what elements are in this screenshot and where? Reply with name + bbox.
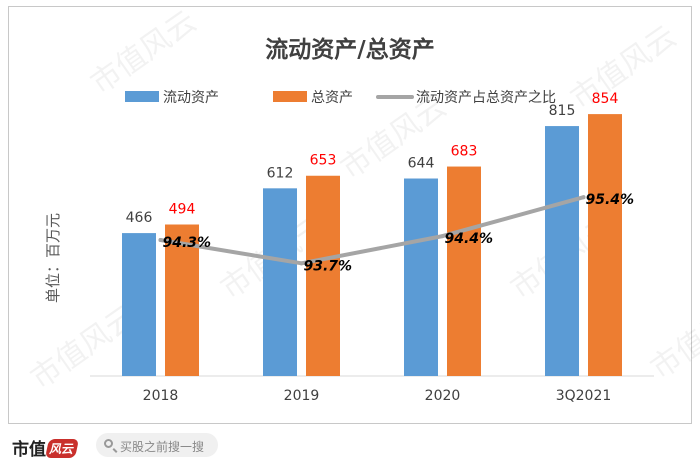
bar-total-assets — [306, 175, 340, 376]
bar-current-assets — [545, 126, 579, 376]
legend-swatch-current-assets — [125, 91, 159, 102]
bar-total-assets — [588, 114, 622, 377]
legend-label-ratio: 流动资产占总资产之比 — [416, 90, 556, 106]
x-tick-label: 2019 — [284, 388, 320, 404]
data-label-total-assets: 683 — [451, 144, 478, 160]
ratio-line — [158, 195, 586, 266]
x-tick-label: 3Q2021 — [556, 388, 612, 404]
watermark-text: 市值风云 — [645, 289, 700, 386]
y-axis-label: 单位：百万元 — [44, 213, 62, 303]
data-label-current-assets: 644 — [408, 156, 435, 172]
data-label-total-assets: 854 — [592, 91, 619, 107]
ratio-point — [581, 195, 586, 200]
chart-title: 流动资产/总资产 — [265, 36, 434, 63]
watermark-text: 市值风云 — [85, 4, 203, 101]
bar-current-assets — [263, 188, 297, 376]
brand-logo-seal: 风云 — [44, 439, 80, 458]
brand-logo: 市值 风云 — [12, 435, 80, 460]
search-placeholder: 买股之前搜一搜 — [120, 440, 205, 454]
legend: 流动资产 总资产 流动资产占总资产之比 — [125, 90, 556, 106]
legend-swatch-total-assets — [273, 91, 307, 102]
chart: 市值风云市值风云市值风云市值风云市值风云市值风云市值风云 流动资产/总资产 流动… — [25, 4, 700, 404]
ratio-point — [299, 261, 304, 266]
data-label-total-assets: 653 — [310, 153, 337, 169]
data-label-current-assets: 815 — [549, 103, 576, 119]
footer-bar: 市值 风云 买股之前搜一搜 — [0, 424, 700, 467]
bar-total-assets — [165, 224, 199, 376]
bar-total-assets — [447, 166, 481, 376]
x-tick-label: 2020 — [425, 388, 461, 404]
ratio-point — [440, 234, 445, 239]
data-label-total-assets: 494 — [169, 202, 196, 218]
brand-logo-text: 市值 — [12, 440, 46, 460]
search-icon — [104, 439, 113, 448]
data-label-current-assets: 612 — [267, 165, 294, 181]
ratio-data-label: 94.4% — [445, 231, 494, 247]
ratio-point — [158, 238, 163, 242]
watermark-text: 市值风云 — [565, 19, 683, 116]
bar-current-assets — [404, 178, 438, 376]
plot-area: 466 494 2018 612 653 2019 644 683 2020 815 854 3Q20… — [122, 91, 634, 404]
bar-current-assets — [122, 233, 156, 376]
ratio-data-label: 95.4% — [586, 192, 635, 208]
legend-label-total-assets: 总资产 — [311, 90, 353, 106]
ratio-data-label: 93.7% — [304, 258, 353, 274]
legend-label-current-assets: 流动资产 — [163, 90, 219, 106]
ratio-data-label: 94.3% — [163, 235, 212, 251]
search-box[interactable]: 买股之前搜一搜 — [96, 433, 218, 457]
x-tick-label: 2018 — [143, 388, 179, 404]
data-label-current-assets: 466 — [126, 210, 153, 226]
